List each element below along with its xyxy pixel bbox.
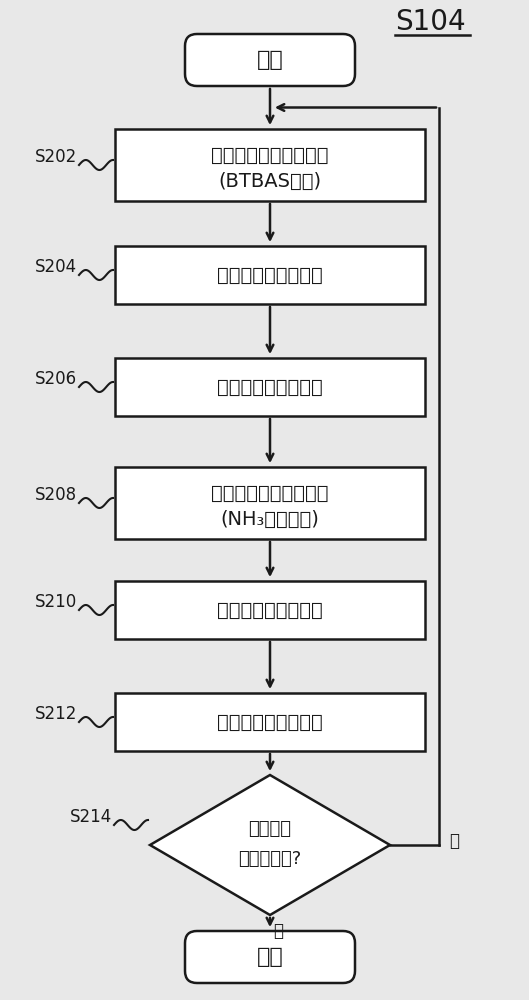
- Text: (NH₃气体供给): (NH₃气体供给): [221, 510, 320, 528]
- Polygon shape: [150, 775, 390, 915]
- Text: S104: S104: [395, 8, 466, 36]
- Text: 第二簇射头排气工序: 第二簇射头排气工序: [217, 600, 323, 619]
- Bar: [115, 358, 425, 416]
- Text: S212: S212: [34, 705, 77, 723]
- Text: 第二处理气体供给工序: 第二处理气体供给工序: [211, 484, 329, 502]
- Text: 第二处理室排气工序: 第二处理室排气工序: [217, 712, 323, 732]
- Bar: [115, 467, 425, 539]
- Text: 第一簇射头排气工序: 第一簇射头排气工序: [217, 265, 323, 284]
- Text: 是: 是: [273, 922, 283, 940]
- Text: (BTBAS供给): (BTBAS供给): [218, 172, 322, 190]
- Text: S214: S214: [70, 808, 112, 826]
- Text: 是否实施: 是否实施: [249, 820, 291, 838]
- Bar: [115, 129, 425, 201]
- Bar: [115, 246, 425, 304]
- Text: S202: S202: [35, 148, 77, 166]
- Text: 第一处理室排气工序: 第一处理室排气工序: [217, 377, 323, 396]
- FancyBboxPatch shape: [185, 34, 355, 86]
- Text: 否: 否: [449, 832, 459, 850]
- Text: 第一处理气体供给工序: 第一处理气体供给工序: [211, 145, 329, 164]
- Text: S210: S210: [35, 593, 77, 611]
- Bar: [115, 693, 425, 751]
- Text: S204: S204: [35, 258, 77, 276]
- Text: 结束: 结束: [257, 947, 284, 967]
- FancyBboxPatch shape: [185, 931, 355, 983]
- Bar: [115, 581, 425, 639]
- Text: 开始: 开始: [257, 50, 284, 70]
- Text: S208: S208: [35, 486, 77, 504]
- Text: S206: S206: [35, 370, 77, 388]
- Text: 了规定次数?: 了规定次数?: [239, 850, 302, 868]
